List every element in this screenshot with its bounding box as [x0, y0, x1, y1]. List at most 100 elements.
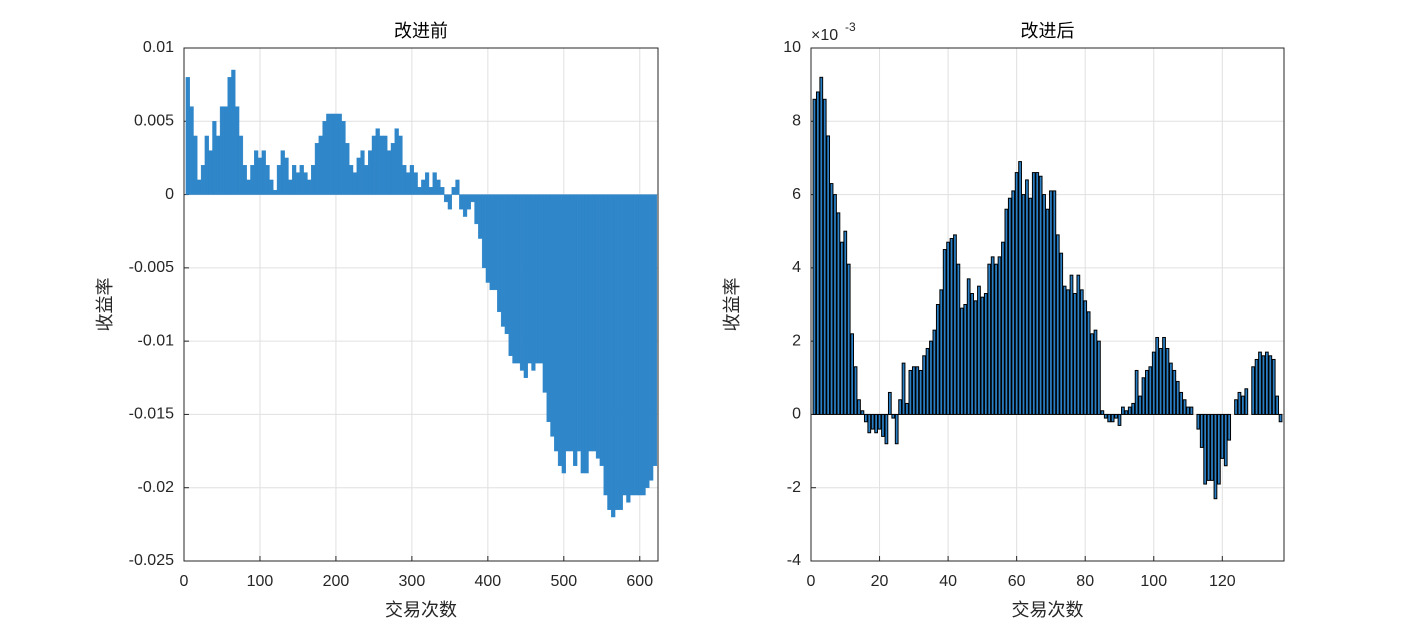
bar — [1076, 274, 1081, 415]
y-tick-label: 10 — [783, 39, 801, 56]
bar — [829, 183, 834, 415]
bar — [360, 150, 365, 195]
bar — [284, 157, 289, 195]
x-tick-label: 200 — [323, 573, 350, 590]
bar — [925, 347, 930, 415]
y-tick-label: -0.025 — [129, 552, 174, 569]
bar — [212, 121, 217, 195]
bar — [561, 194, 566, 474]
bar — [1151, 351, 1156, 415]
bar — [633, 194, 639, 496]
bar — [1240, 395, 1245, 415]
bar — [246, 179, 251, 195]
bar — [474, 194, 479, 225]
bar — [1103, 413, 1108, 419]
bar — [836, 212, 841, 415]
bar — [1038, 175, 1043, 415]
bar — [527, 194, 532, 364]
bar — [603, 194, 608, 496]
bar — [197, 179, 202, 195]
bar — [843, 230, 848, 415]
bar — [994, 263, 998, 415]
bar — [235, 106, 240, 195]
bar — [356, 157, 361, 195]
bar — [997, 256, 1002, 415]
bar — [265, 165, 270, 195]
bar — [894, 413, 899, 445]
bar — [318, 135, 323, 195]
bar — [1172, 369, 1177, 415]
bar — [478, 194, 483, 239]
bar — [451, 187, 456, 195]
bar — [898, 399, 902, 415]
bar — [599, 194, 604, 466]
bar — [292, 165, 297, 195]
bar — [1278, 413, 1283, 423]
bar — [349, 165, 354, 195]
bar — [1234, 399, 1238, 415]
bar — [908, 369, 913, 415]
chart-title: 改进后 — [1021, 21, 1075, 41]
bar — [1011, 190, 1016, 415]
bar — [462, 194, 468, 217]
bar — [846, 263, 851, 415]
bar — [592, 194, 597, 452]
x-tick-label: 0 — [807, 573, 816, 590]
bar — [614, 194, 620, 510]
bar — [850, 333, 855, 415]
bar — [254, 150, 259, 195]
bar — [1134, 369, 1139, 415]
bar — [1083, 300, 1088, 415]
bar — [443, 194, 449, 203]
bar — [1196, 413, 1201, 430]
bar — [394, 128, 399, 195]
bar — [1206, 413, 1211, 481]
bar — [1062, 285, 1067, 415]
y-tick-label: -0.015 — [129, 406, 174, 423]
bar — [1169, 362, 1173, 415]
bar — [1131, 402, 1136, 415]
bar — [481, 194, 487, 269]
bar — [390, 143, 395, 195]
x-tick-label: 60 — [1008, 573, 1026, 590]
bar — [1055, 234, 1060, 415]
bar — [1175, 380, 1180, 415]
bar — [853, 366, 858, 415]
bar — [1127, 406, 1132, 415]
bar — [1117, 413, 1122, 426]
bar — [1213, 413, 1218, 500]
y-tick-label: 0 — [792, 406, 801, 423]
bar — [977, 285, 981, 415]
bar — [1158, 347, 1163, 415]
bar — [1086, 311, 1091, 415]
bar — [870, 413, 875, 430]
x-axis-label: 交易次数 — [385, 600, 457, 620]
bar — [375, 128, 380, 195]
bar — [504, 194, 509, 335]
bar — [1223, 413, 1228, 467]
bar — [1227, 413, 1232, 441]
bar — [618, 194, 623, 510]
bar — [470, 194, 475, 203]
bar — [1049, 190, 1053, 415]
y-tick-label: 8 — [792, 113, 801, 130]
bar — [1268, 355, 1273, 415]
bar — [1186, 406, 1190, 415]
bar — [493, 194, 498, 291]
x-axis-label: 交易次数 — [1012, 600, 1084, 620]
bar — [299, 165, 304, 195]
bar — [911, 366, 916, 415]
bar — [1121, 406, 1125, 415]
bar — [379, 135, 384, 195]
bar — [1042, 194, 1046, 415]
bar — [512, 194, 517, 364]
bar — [455, 179, 460, 195]
bar — [432, 172, 437, 195]
bar — [326, 113, 331, 195]
y-tick-label: -0.005 — [129, 259, 174, 276]
bar — [333, 113, 339, 195]
bar — [942, 249, 947, 415]
bar — [508, 194, 513, 357]
bar — [1110, 413, 1115, 423]
x-tick-label: 20 — [871, 573, 889, 590]
